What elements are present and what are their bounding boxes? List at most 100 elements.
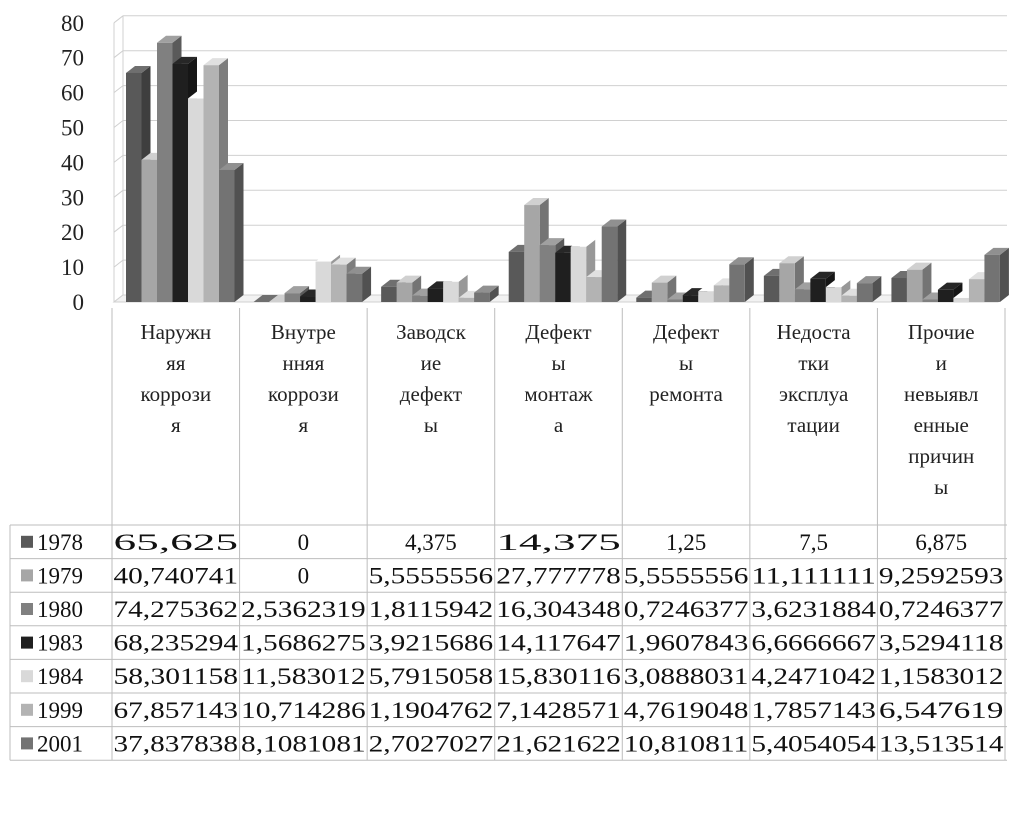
bar-front	[539, 245, 556, 302]
bar-front	[412, 295, 428, 302]
bar-top	[126, 65, 151, 73]
data-table-cell: 8,1081081	[241, 731, 366, 756]
bar-front	[794, 289, 811, 302]
bar-front	[601, 226, 618, 302]
bar-top	[157, 35, 182, 43]
bar-front	[203, 65, 219, 302]
bar-front	[779, 263, 795, 302]
data-table-cell: 0	[298, 563, 310, 588]
category-label: дефект	[400, 382, 462, 406]
data-table-cell: 4,2471042	[751, 664, 876, 689]
bar	[346, 266, 372, 302]
bar-front	[825, 287, 842, 302]
bar	[219, 162, 244, 302]
category-label: нняя	[282, 351, 324, 375]
data-table-cell: 74,275362	[114, 597, 239, 622]
data-table-cell: 1,9607843	[624, 631, 749, 656]
data-table-cell: 15,830116	[496, 664, 621, 689]
bar-front	[937, 289, 954, 302]
gridline-side	[113, 120, 124, 128]
category-label: енные	[914, 413, 969, 437]
data-table-cell: 0,7246377	[879, 597, 1004, 622]
bar-front	[284, 293, 301, 302]
bar-top	[570, 239, 596, 247]
data-table-cell: 1,25	[666, 530, 706, 555]
bar-front	[555, 252, 571, 302]
category-label: ы	[424, 413, 438, 437]
data-table-cell: 0,7246377	[624, 597, 749, 622]
bar-front	[524, 205, 540, 302]
bar-front	[810, 278, 826, 302]
series-name: 1978	[37, 530, 83, 555]
category-label: невыявл	[904, 382, 978, 406]
series-name: 1983	[37, 631, 83, 656]
bar-top	[253, 295, 279, 302]
bar-front	[126, 72, 142, 302]
y-tick-label: 50	[61, 116, 84, 141]
data-table-cell: 0	[298, 530, 310, 555]
bar-front	[636, 297, 652, 302]
bar-top	[172, 56, 197, 64]
bar-front	[331, 264, 347, 302]
data-table-cell: 16,304348	[496, 597, 621, 622]
category-label: тки	[798, 351, 829, 375]
y-tick-label: 40	[61, 150, 84, 175]
data-table-cell: 3,5294118	[879, 631, 1004, 656]
series-name: 1980	[37, 597, 83, 622]
data-table-cell: 2,7027027	[369, 731, 494, 756]
legend-key	[21, 737, 33, 750]
category-label: причин	[908, 444, 974, 468]
data-table-cell: 1,7857143	[751, 698, 876, 723]
bar	[856, 276, 882, 302]
bar	[984, 247, 1009, 302]
data-table-cell: 11,111111	[751, 563, 876, 588]
bar-front	[586, 277, 602, 302]
bars	[126, 35, 1009, 302]
category-label: монтаж	[524, 382, 593, 406]
data-table-cell: 27,777778	[496, 563, 621, 588]
category-label: Дефект	[525, 320, 591, 344]
category-label: Наружн	[140, 320, 211, 344]
bar-top	[825, 280, 851, 288]
bar-front	[906, 269, 923, 302]
data-table-cell: 58,301158	[114, 664, 239, 689]
category-label: Прочие	[908, 320, 975, 344]
category-label: а	[554, 413, 564, 437]
bar-front	[570, 246, 587, 302]
data-table-cell: 2,5362319	[241, 597, 366, 622]
bar-side	[234, 162, 244, 302]
bar-front	[315, 261, 332, 302]
bar-top	[443, 274, 468, 282]
data-table-cell: 1,5686275	[241, 631, 366, 656]
bar-top	[346, 266, 372, 274]
bar-top	[396, 275, 422, 283]
category-label: Дефект	[653, 320, 719, 344]
data-table	[9, 308, 1007, 761]
bar-top	[474, 285, 499, 293]
data-table-cell: 6,875	[915, 530, 967, 555]
chart-labels: 0 10 20 30 40 50 60 70 80 Наружн яя коррози я Внутре н…	[37, 11, 1004, 757]
bar	[729, 257, 754, 302]
bar-front	[713, 285, 730, 302]
bar-front	[922, 299, 938, 302]
bar-front	[891, 278, 907, 302]
bar-side	[999, 247, 1009, 302]
gridline-side	[113, 155, 124, 163]
category-label: ы	[679, 351, 693, 375]
series-name: 1979	[37, 563, 83, 588]
y-tick-label: 30	[61, 185, 84, 210]
bar-top	[779, 256, 804, 264]
legend-key	[21, 670, 33, 683]
bar-side	[362, 266, 372, 302]
data-table-cell: 6,6666667	[751, 631, 876, 656]
bar-side	[922, 262, 932, 302]
data-table-cell: 7,1428571	[496, 698, 621, 723]
bar-front	[968, 279, 985, 302]
category-label: ие	[421, 351, 442, 375]
bar	[570, 239, 596, 302]
category-label: Недоста	[777, 320, 852, 344]
data-table-cell: 14,117647	[496, 631, 621, 656]
category-label: эксплуа	[779, 382, 849, 406]
data-table-cell: 6,547619	[879, 698, 1004, 723]
